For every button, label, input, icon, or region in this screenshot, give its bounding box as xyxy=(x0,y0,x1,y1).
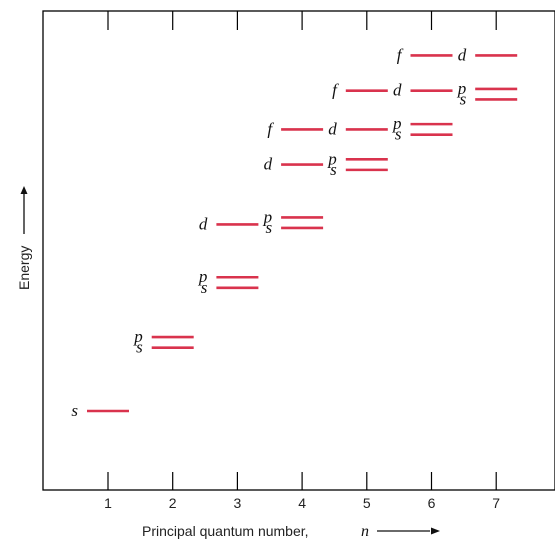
y-axis-arrow-head xyxy=(20,186,28,194)
level-label-6p: p xyxy=(392,114,402,133)
level-label-6d: d xyxy=(393,81,402,100)
y-axis-label: Energy xyxy=(16,246,32,290)
level-label-4p: p xyxy=(263,207,273,226)
x-tick-label-3: 3 xyxy=(234,495,242,511)
plot-frame xyxy=(42,10,555,491)
x-tick-label-1: 1 xyxy=(104,495,112,511)
x-tick-labels: 1 2 3 4 5 6 7 xyxy=(104,495,500,511)
x-axis-arrow-head xyxy=(431,527,440,535)
level-label-7d: d xyxy=(458,45,467,64)
level-label-3p: p xyxy=(198,267,208,286)
x-axis-label: Principal quantum number, xyxy=(142,523,309,539)
level-label-2s: s xyxy=(136,338,143,357)
x-tick-label-5: 5 xyxy=(363,495,371,511)
level-label-5s: s xyxy=(330,160,337,179)
level-label-4f: f xyxy=(267,119,274,138)
level-label-3s: s xyxy=(201,278,208,297)
level-label-3d: d xyxy=(199,214,208,233)
y-axis-label-group: Energy xyxy=(16,186,32,290)
level-label-6s: s xyxy=(395,125,402,144)
level-label-7p: p xyxy=(457,79,467,98)
x-tick-label-4: 4 xyxy=(298,495,306,511)
level-label-5f: f xyxy=(332,81,339,100)
tick-marks xyxy=(107,11,497,490)
x-axis-label-group: Principal quantum number, n xyxy=(142,523,440,540)
x-axis-variable: n xyxy=(361,523,369,540)
level-label-5d: d xyxy=(328,119,337,138)
level-label-2p: p xyxy=(133,327,143,346)
level-label-4s: s xyxy=(265,218,272,237)
level-label-5p: p xyxy=(327,149,337,168)
x-tick-label-6: 6 xyxy=(428,495,436,511)
x-tick-label-7: 7 xyxy=(492,495,500,511)
x-tick-label-2: 2 xyxy=(169,495,177,511)
level-label-7s: s xyxy=(460,89,467,108)
level-label-4d: d xyxy=(264,155,273,174)
level-label-6f: f xyxy=(397,45,404,64)
level-label-1s: s xyxy=(71,401,78,420)
